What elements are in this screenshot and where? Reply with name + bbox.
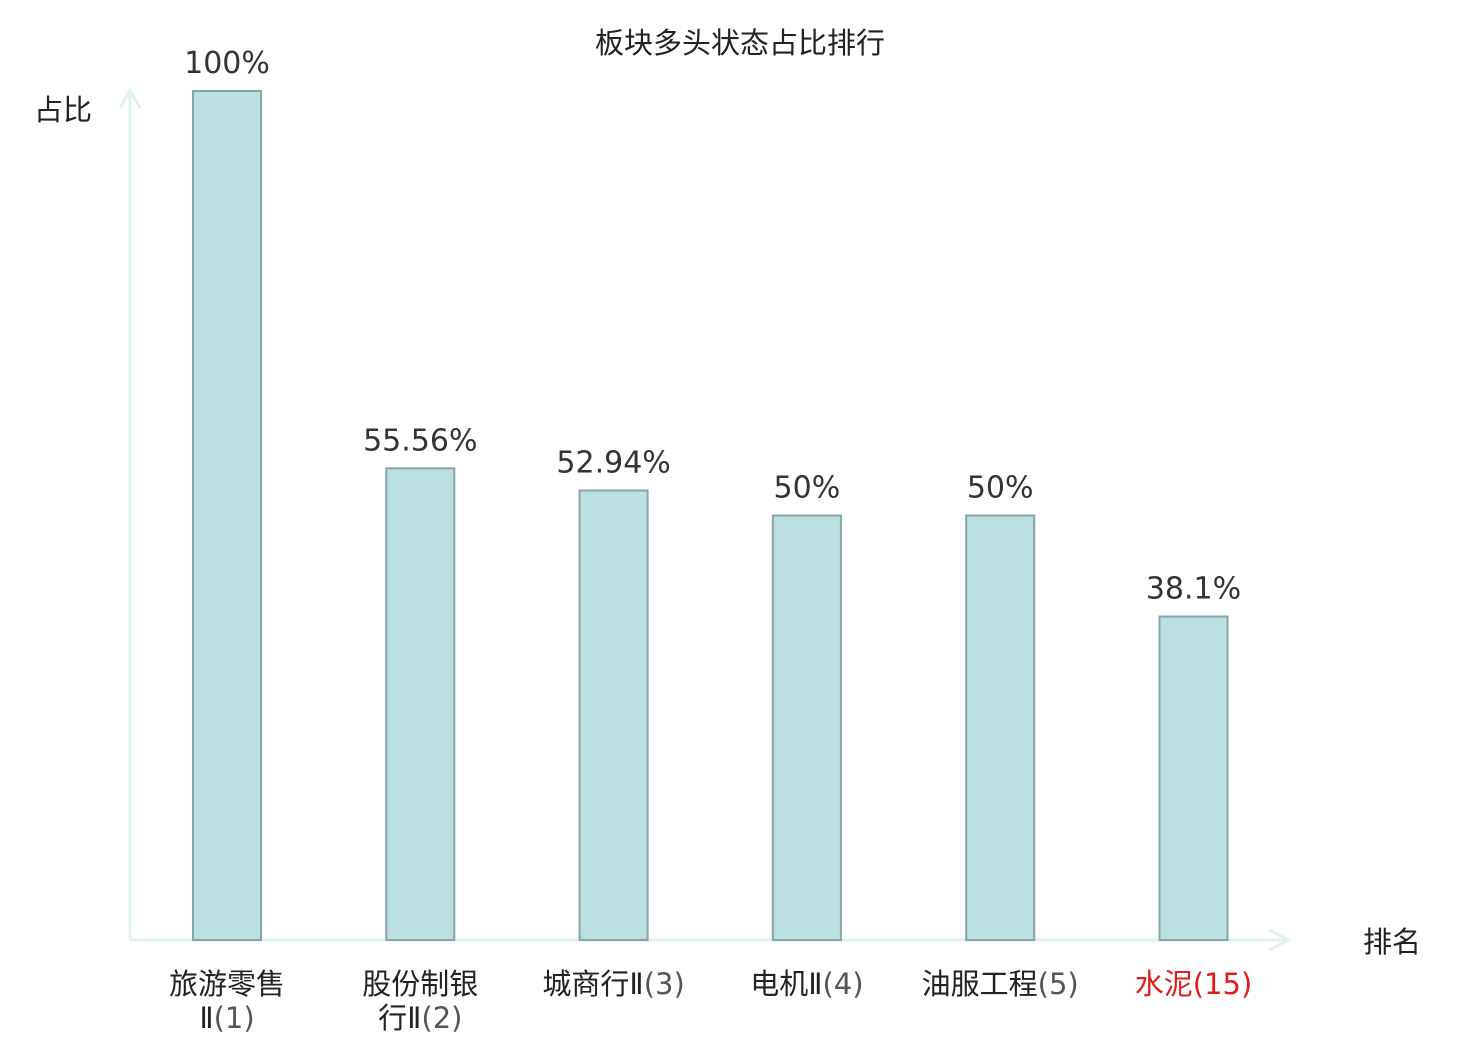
- y-axis-arrow-icon: [118, 86, 142, 109]
- x-axis-label: 排名: [1363, 925, 1421, 959]
- bar-2: [385, 467, 456, 941]
- category-name: 水泥: [1135, 967, 1193, 1001]
- bars-group: [192, 90, 1229, 941]
- category-name: 旅游零售: [169, 967, 285, 1001]
- value-label-3: 52.94%: [556, 446, 670, 481]
- category-name: 城商行Ⅱ: [542, 967, 643, 1001]
- bar-6: [1158, 615, 1229, 941]
- category-name: 行Ⅱ: [378, 1001, 421, 1035]
- chart-title: 板块多头状态占比排行: [595, 26, 885, 60]
- value-label-6: 38.1%: [1146, 572, 1241, 607]
- category-name: 股份制银: [362, 967, 478, 1001]
- bar-4: [771, 514, 842, 941]
- category-rank: (2): [421, 1001, 462, 1035]
- axes: [118, 86, 1292, 952]
- category-label-2-line-2: 行Ⅱ(2): [378, 1001, 462, 1035]
- category-rank: (15): [1193, 967, 1253, 1001]
- category-rank: (4): [822, 967, 863, 1001]
- category-label-2-line-1: 股份制银: [362, 967, 478, 1001]
- category-rank: (3): [644, 967, 685, 1001]
- value-label-5: 50%: [967, 471, 1034, 506]
- category-label-1-line-1: 旅游零售: [169, 967, 285, 1001]
- category-rank: (5): [1038, 967, 1079, 1001]
- value-labels-group: 100% 55.56% 52.94% 50% 50% 38.1%: [184, 46, 1241, 607]
- bar-1: [192, 90, 262, 941]
- category-label-6-line-1: 水泥(15): [1135, 967, 1253, 1001]
- bar-3: [578, 489, 649, 941]
- value-label-1: 100%: [184, 46, 270, 81]
- x-axis-arrow-icon: [1269, 928, 1292, 952]
- category-label-1-line-2: Ⅱ(1): [199, 1001, 254, 1035]
- category-label-5-line-1: 油服工程(5): [922, 967, 1079, 1001]
- category-name: 电机Ⅱ: [750, 967, 822, 1001]
- bar-5: [965, 514, 1036, 941]
- category-rank: (1): [214, 1001, 255, 1035]
- value-label-2: 55.56%: [363, 423, 477, 458]
- value-label-4: 50%: [774, 471, 841, 506]
- y-axis-label: 占比: [34, 93, 92, 127]
- category-name: 油服工程: [922, 967, 1038, 1001]
- category-label-4-line-1: 电机Ⅱ(4): [750, 967, 863, 1001]
- category-name: Ⅱ: [199, 1001, 213, 1035]
- category-label-3-line-1: 城商行Ⅱ(3): [542, 967, 684, 1001]
